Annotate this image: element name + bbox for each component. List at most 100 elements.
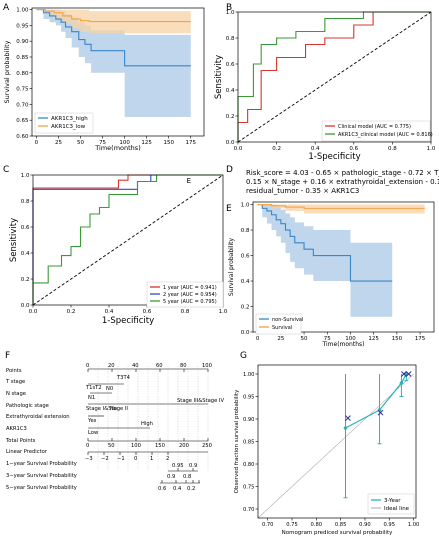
b-y-tick-label-2: 0.4 — [226, 88, 235, 94]
c-y-tick-label-2: 0.4 — [21, 251, 30, 257]
b-y-axis-label: Sensitivity — [214, 55, 224, 99]
a-x-tick-label-0: 0 — [35, 140, 39, 146]
nomo-extra-no: No — [110, 406, 117, 412]
b-y-tick-label-5: 1.0 — [226, 10, 235, 16]
c-legend-label-2: 5 year (AUC = 0.795) — [163, 299, 217, 305]
e-x-tick-label-0: 0 — [256, 336, 260, 342]
panel-label-a: A — [3, 3, 10, 13]
panel-label-f: F — [5, 351, 10, 361]
formula-line-2: 0.15 × N_stage + 0.16 × extrathyroidal_e… — [246, 178, 439, 186]
nomo-total-tick-100: 100 — [131, 443, 141, 449]
nomo-t-stage-low: T1sT2 — [85, 385, 102, 391]
c-annotation: E — [187, 177, 191, 185]
km-plot-survival: 0 25 50 75 100 125 150 175 0.0 0.2 0.4 0.6 0.8 1.0 Tim… — [228, 201, 435, 348]
c-y-tick-label-0: 0.0 — [21, 303, 30, 309]
a-series-line-1 — [36, 9, 191, 23]
nomo-n-stage-n1: N1 — [88, 395, 95, 401]
b-legend-label-0: Clinical model (AUC = 0.775) — [338, 124, 411, 130]
g-y-tick-label-2: 0.80 — [243, 462, 255, 468]
b-series-line-0 — [237, 11, 431, 142]
e-x-tick-label-1: 25 — [277, 336, 284, 342]
a-x-tick-label-3: 75 — [99, 140, 106, 146]
e-x-axis-label: Time(months) — [322, 341, 365, 348]
nomo-linear-tick-m3: −3 — [85, 456, 93, 462]
nomo-points-tick-0: 0 — [86, 363, 89, 369]
roc-plot-years: 0.0 0.2 0.4 0.6 0.8 1.0 0.0 0.2 0.4 0.6 0.8 1.0 1-Sp… — [9, 173, 228, 326]
g-x-tick-label-3: 0.85 — [335, 522, 347, 528]
g-y-axis-label: Observed fraction survival probability — [234, 389, 240, 493]
g-x-axis-label: Nomogram prediced survival probability — [282, 530, 393, 536]
c-y-axis-label: Sensitivity — [9, 218, 19, 262]
nomo-pathologic-low: Stage I&Stage II — [86, 406, 128, 412]
c-y-tick-label-4: 0.8 — [21, 199, 30, 205]
e-y-axis-label: Survival probability — [228, 238, 235, 297]
c-series-line-2 — [32, 174, 223, 305]
nomo-linear-tick-1: 1 — [150, 456, 153, 462]
nomo-row-n-stage: N stage — [6, 391, 26, 397]
nomo-3yr-tick-09: 0.9 — [189, 463, 197, 469]
a-x-tick-label-6: 150 — [163, 140, 174, 146]
nomogram: Points T stage N stage Pathologic stage … — [5, 363, 224, 492]
c-x-tick-label-0: 0.0 — [29, 309, 38, 315]
g-legend-label-0: 3-Year — [384, 498, 401, 504]
g-y-tick-label-6: 1.00 — [243, 372, 255, 378]
b-plot-frame — [237, 11, 432, 143]
nomo-5yr-tick-06: 0.6 — [158, 486, 166, 492]
e-x-tick-label-3: 75 — [324, 336, 331, 342]
calibration-plot: 0.70 0.75 0.80 0.85 0.90 0.95 1.00 0.70 0.75 0.80… — [234, 364, 419, 536]
nomo-5yr-axis — [160, 480, 200, 484]
nomo-row-1yr: 1−year Survival Probability — [6, 461, 77, 467]
nomo-extra-yes: Yes — [87, 418, 97, 424]
a-y-tick-label-7: 0.95 — [16, 23, 29, 29]
e-x-tick-label-5: 125 — [368, 336, 379, 342]
c-y-tick-label-5: 1.0 — [21, 173, 30, 179]
nomo-n-stage-n0: N0 — [106, 386, 113, 392]
nomo-total-tick-250: 250 — [202, 443, 212, 449]
nomo-3yr-tick-095: 0.95 — [172, 463, 184, 469]
e-y-tick-label-5: 1.0 — [241, 203, 250, 209]
b-legend-box — [321, 120, 431, 142]
c-y-tick-label-1: 0.2 — [21, 277, 30, 283]
a-y-tick-label-6: 0.90 — [16, 39, 29, 45]
a-y-tick-label-3: 0.75 — [16, 87, 29, 93]
b-y-tick-label-3: 0.6 — [226, 62, 235, 68]
panel-label-b: B — [226, 3, 232, 13]
nomo-points-tick-80: 80 — [180, 363, 187, 369]
nomo-total-tick-150: 150 — [155, 443, 165, 449]
nomo-pathologic-high: Stage III&Stage IV — [177, 398, 224, 404]
a-y-tick-label-4: 0.80 — [16, 71, 29, 77]
c-x-tick-label-5: 1.0 — [219, 309, 228, 315]
b-x-tick-label-4: 0.8 — [388, 146, 397, 152]
e-series-line-0 — [257, 203, 393, 282]
c-x-tick-label-3: 0.6 — [143, 309, 152, 315]
e-series-line-1 — [257, 203, 425, 209]
nomo-total-axis — [87, 438, 209, 442]
roc-plot-models: 0.0 0.2 0.4 0.6 0.8 1.0 0.0 0.2 0.4 0.6 0.8 1.0 1-Sp… — [214, 10, 436, 162]
c-plot-frame — [32, 174, 224, 306]
nomo-linear-tick-m2: −2 — [101, 456, 109, 462]
c-x-tick-label-2: 0.4 — [105, 309, 114, 315]
nomo-row-points: Points — [6, 368, 22, 374]
risk-score-formula: Risk_score = 4.03 - 0.65 × pathologic_st… — [246, 169, 439, 195]
g-x-tick-label-5: 0.95 — [383, 522, 395, 528]
b-x-tick-label-0: 0.0 — [234, 146, 243, 152]
nomo-points-axis — [87, 368, 209, 372]
g-y-tick-label-0: 0.70 — [243, 507, 255, 513]
g-y-tick-label-3: 0.85 — [243, 440, 255, 446]
nomo-total-tick-0: 0 — [86, 443, 89, 449]
a-y-axis-label: Survival probability — [3, 40, 11, 103]
nomo-linear-tick-m1: −1 — [117, 456, 125, 462]
g-x-marker-2 — [400, 371, 407, 377]
nomo-3yr-axis — [168, 468, 198, 472]
nomo-linear-tick-0: 0 — [134, 456, 137, 462]
nomo-row-5yr: 5−year Survival Probability — [6, 485, 77, 491]
b-series-line-1 — [237, 11, 431, 142]
c-diagonal-line — [32, 174, 224, 306]
a-x-tick-label-2: 50 — [77, 140, 84, 146]
e-x-tick-label-7: 175 — [415, 336, 426, 342]
nomo-total-tick-200: 200 — [179, 443, 189, 449]
e-legend-label-0: non-Survival — [272, 317, 303, 323]
nomo-points-tick-40: 40 — [132, 363, 139, 369]
nomo-linear-tick-2: 2 — [166, 456, 169, 462]
b-x-axis-label: 1-Specificity — [308, 152, 360, 162]
